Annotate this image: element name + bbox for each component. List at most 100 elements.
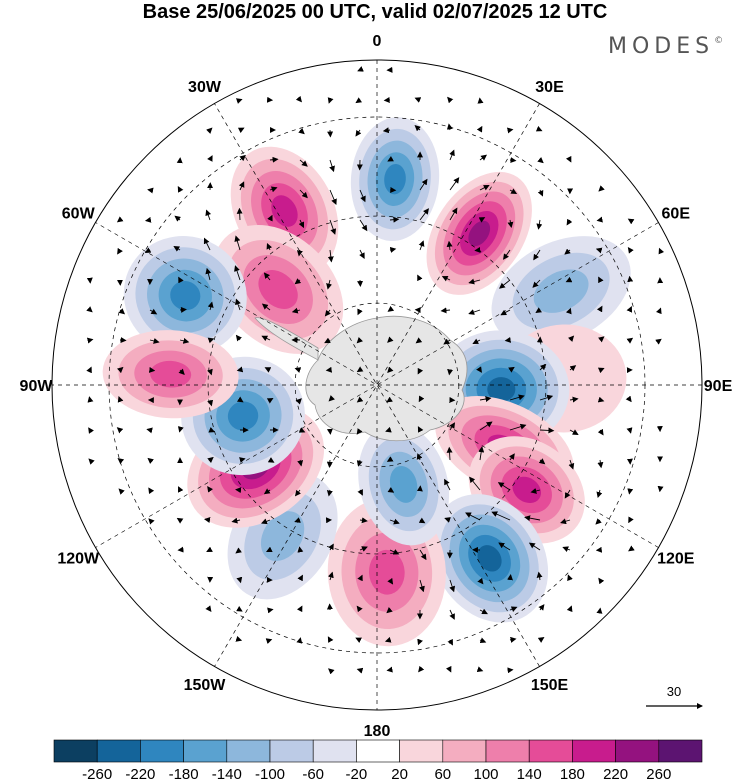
wind-arrow — [234, 235, 241, 251]
wind-arrow — [416, 453, 423, 461]
wind-arrow — [356, 428, 363, 435]
wind-arrow — [524, 515, 541, 522]
wind-arrow — [418, 395, 425, 403]
wind-arrow — [295, 95, 302, 103]
contour-band — [477, 545, 502, 572]
wind-arrow — [535, 307, 543, 314]
wind-arrow — [235, 298, 241, 311]
wind-arrow — [261, 303, 271, 311]
longitude-label: 150E — [531, 677, 569, 694]
wind-arrow — [355, 637, 362, 644]
wind-arrow — [357, 66, 364, 72]
colorbar-swatch — [140, 739, 184, 763]
wind-arrow — [235, 334, 242, 342]
wind-arrow — [477, 577, 484, 585]
wind-arrow — [329, 189, 337, 206]
wind-arrow — [419, 178, 428, 191]
wind-arrow — [327, 249, 334, 263]
wind-arrow — [117, 458, 125, 465]
wind-arrow — [263, 488, 271, 495]
wind-arrow — [296, 249, 303, 257]
anomaly-centre — [102, 330, 239, 419]
wind-arrow — [449, 609, 455, 620]
wind-arrow — [386, 396, 393, 403]
wind-arrow — [207, 155, 213, 162]
wind-arrow — [497, 482, 511, 491]
wind-arrow — [261, 518, 271, 525]
wind-arrow — [567, 574, 573, 582]
wind-arrow — [417, 274, 423, 282]
wind-arrow — [479, 421, 493, 431]
wind-arrow — [266, 398, 274, 404]
wind-arrow — [533, 249, 541, 261]
wind-arrow — [444, 478, 451, 491]
wind-arrow — [537, 189, 544, 197]
wind-arrow — [327, 97, 334, 104]
anomaly-centre — [123, 236, 247, 356]
wind-arrow — [465, 512, 481, 521]
longitude-label: 30E — [535, 79, 564, 96]
wind-arrow — [267, 607, 274, 614]
wind-arrow — [417, 367, 424, 375]
wind-arrow — [658, 247, 665, 255]
wind-arrow — [444, 517, 451, 523]
wind-arrow — [235, 547, 242, 554]
wind-arrow — [173, 245, 181, 252]
colorbar: -260 -220 -180 -140 -100 -60 -20 20 60 100 140 180 2… — [53, 739, 703, 783]
wind-arrow — [476, 366, 482, 373]
colorbar-swatch — [528, 739, 573, 763]
wind-arrow — [299, 189, 308, 199]
wind-arrow — [595, 247, 603, 254]
wind-arrow — [419, 579, 425, 593]
wind-arrow — [356, 605, 363, 613]
wind-arrow — [148, 487, 155, 495]
wind-arrow — [472, 338, 481, 345]
wind-arrow — [203, 237, 211, 251]
wind-arrow — [236, 576, 243, 584]
wind-arrow — [478, 217, 486, 223]
wind-arrow — [296, 605, 303, 613]
wind-arrow — [385, 426, 392, 433]
colorbar-swatch — [615, 739, 660, 763]
wind-arrow — [569, 365, 577, 372]
wind-arrow — [508, 453, 515, 461]
wind-arrow — [389, 216, 400, 223]
wind-arrow — [207, 301, 214, 311]
wind-arrow — [655, 338, 662, 345]
wind-arrow — [294, 278, 302, 285]
wind-arrow — [566, 605, 573, 613]
wind-arrow — [508, 366, 515, 373]
wind-arrow — [267, 214, 273, 222]
contour-band — [271, 195, 298, 227]
wind-arrow — [298, 219, 305, 229]
wind-arrow — [178, 486, 184, 493]
wind-arrow — [144, 216, 152, 223]
contour-band — [170, 281, 201, 311]
wind-arrow — [627, 247, 634, 254]
wind-arrow — [234, 265, 241, 281]
wind-arrow — [564, 489, 571, 499]
colorbar-tick-label: -100 — [255, 766, 285, 783]
wind-arrow — [147, 457, 154, 465]
brand-text: MODES — [608, 34, 715, 59]
wind-arrow — [148, 366, 156, 373]
wind-arrow — [479, 608, 488, 615]
colorbar-swatch — [312, 739, 357, 763]
wind-arrow — [417, 426, 424, 433]
wind-arrow — [479, 184, 490, 191]
wind-arrow — [324, 337, 331, 344]
wind-arrow — [447, 368, 454, 376]
wind-arrow — [266, 242, 273, 251]
reference-vector-label: 30 — [667, 684, 681, 699]
wind-arrow — [566, 218, 573, 226]
contour-band — [487, 377, 516, 402]
colorbar-swatch — [226, 739, 271, 763]
wind-arrow — [387, 155, 394, 162]
wind-arrow — [596, 305, 603, 313]
map-title: Base 25/06/2025 00 UTC, valid 02/07/2025… — [142, 1, 608, 23]
wind-arrow — [355, 129, 362, 137]
wind-arrow — [294, 517, 301, 523]
wind-arrow — [491, 511, 511, 521]
wind-arrow — [359, 249, 365, 259]
wind-arrow — [329, 159, 335, 173]
